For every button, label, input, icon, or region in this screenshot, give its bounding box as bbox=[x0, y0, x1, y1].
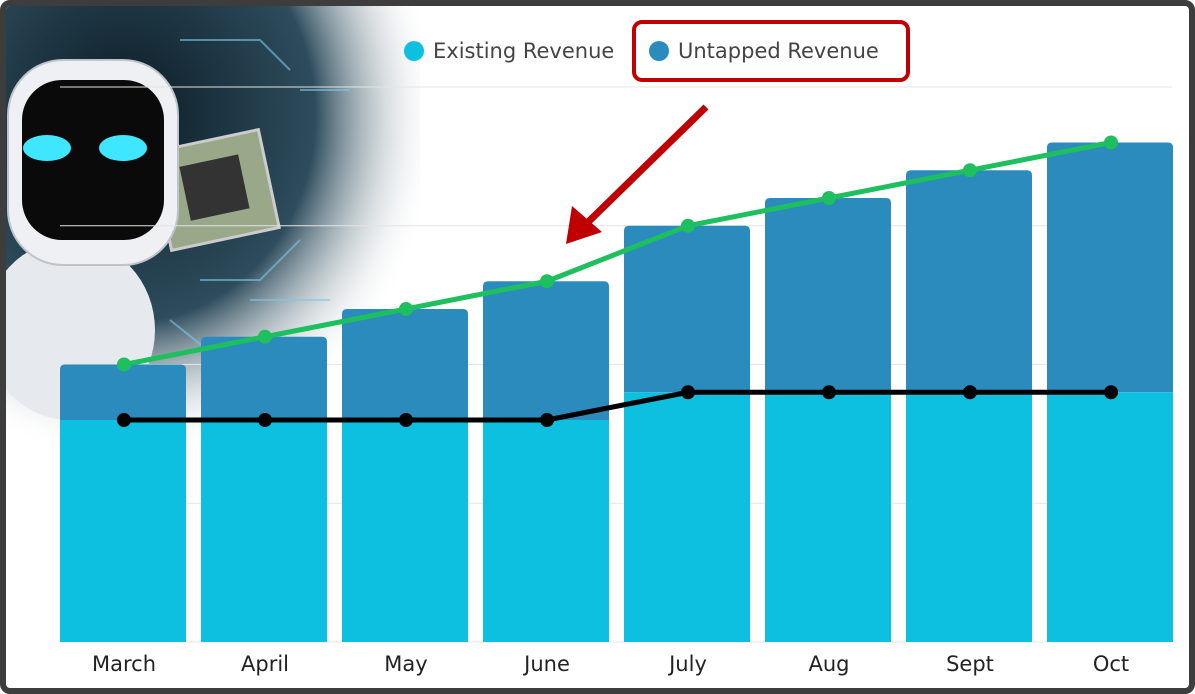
highlight-annotation bbox=[566, 20, 910, 244]
point-total bbox=[822, 191, 836, 205]
line-existing bbox=[124, 389, 1111, 423]
point-existing bbox=[1104, 385, 1118, 400]
x-tick-label: Sept bbox=[946, 652, 994, 676]
bar-untapped bbox=[765, 198, 891, 393]
arrow-head-icon bbox=[566, 206, 602, 244]
bar-existing bbox=[1047, 392, 1173, 642]
x-tick-label: May bbox=[384, 652, 427, 676]
bar-untapped bbox=[1047, 142, 1173, 393]
point-existing bbox=[681, 385, 695, 400]
x-tick-label: June bbox=[522, 652, 570, 676]
point-existing bbox=[963, 385, 977, 400]
legend-marker-icon bbox=[649, 41, 669, 61]
point-total bbox=[540, 274, 554, 289]
point-existing bbox=[399, 413, 413, 427]
legend-label: Untapped Revenue bbox=[678, 39, 879, 63]
legend-label: Existing Revenue bbox=[433, 39, 614, 63]
bar-existing bbox=[342, 420, 468, 642]
bar-untapped bbox=[483, 281, 609, 420]
arrow-shaft bbox=[579, 104, 709, 231]
x-tick-label: April bbox=[241, 652, 289, 676]
legend-highlight-box bbox=[632, 20, 910, 82]
x-tick-label: March bbox=[92, 652, 156, 676]
legend-marker-icon bbox=[404, 41, 424, 61]
line-total bbox=[123, 140, 1112, 367]
bar-existing bbox=[201, 420, 327, 642]
point-existing bbox=[117, 413, 131, 427]
bar-untapped bbox=[60, 364, 186, 420]
bar-untapped bbox=[906, 170, 1032, 393]
point-existing bbox=[540, 413, 554, 427]
point-total bbox=[681, 218, 695, 233]
bar-existing bbox=[60, 420, 186, 642]
x-tick-label: Oct bbox=[1093, 652, 1129, 676]
point-total bbox=[258, 329, 272, 344]
point-existing bbox=[258, 413, 272, 427]
bar-untapped bbox=[624, 225, 750, 393]
bar-existing bbox=[624, 392, 750, 642]
point-total bbox=[399, 302, 413, 316]
bar-existing bbox=[765, 392, 891, 642]
point-existing bbox=[822, 385, 836, 400]
point-total bbox=[1104, 135, 1118, 150]
x-tick-label: July bbox=[667, 652, 707, 676]
robot-background-image bbox=[6, 6, 420, 460]
bar-untapped bbox=[201, 336, 327, 420]
point-total bbox=[117, 357, 131, 372]
bar-untapped bbox=[342, 309, 468, 420]
bar-existing bbox=[483, 420, 609, 642]
point-total bbox=[963, 163, 977, 178]
x-tick-label: Aug bbox=[808, 652, 849, 676]
bar-existing bbox=[906, 392, 1032, 642]
